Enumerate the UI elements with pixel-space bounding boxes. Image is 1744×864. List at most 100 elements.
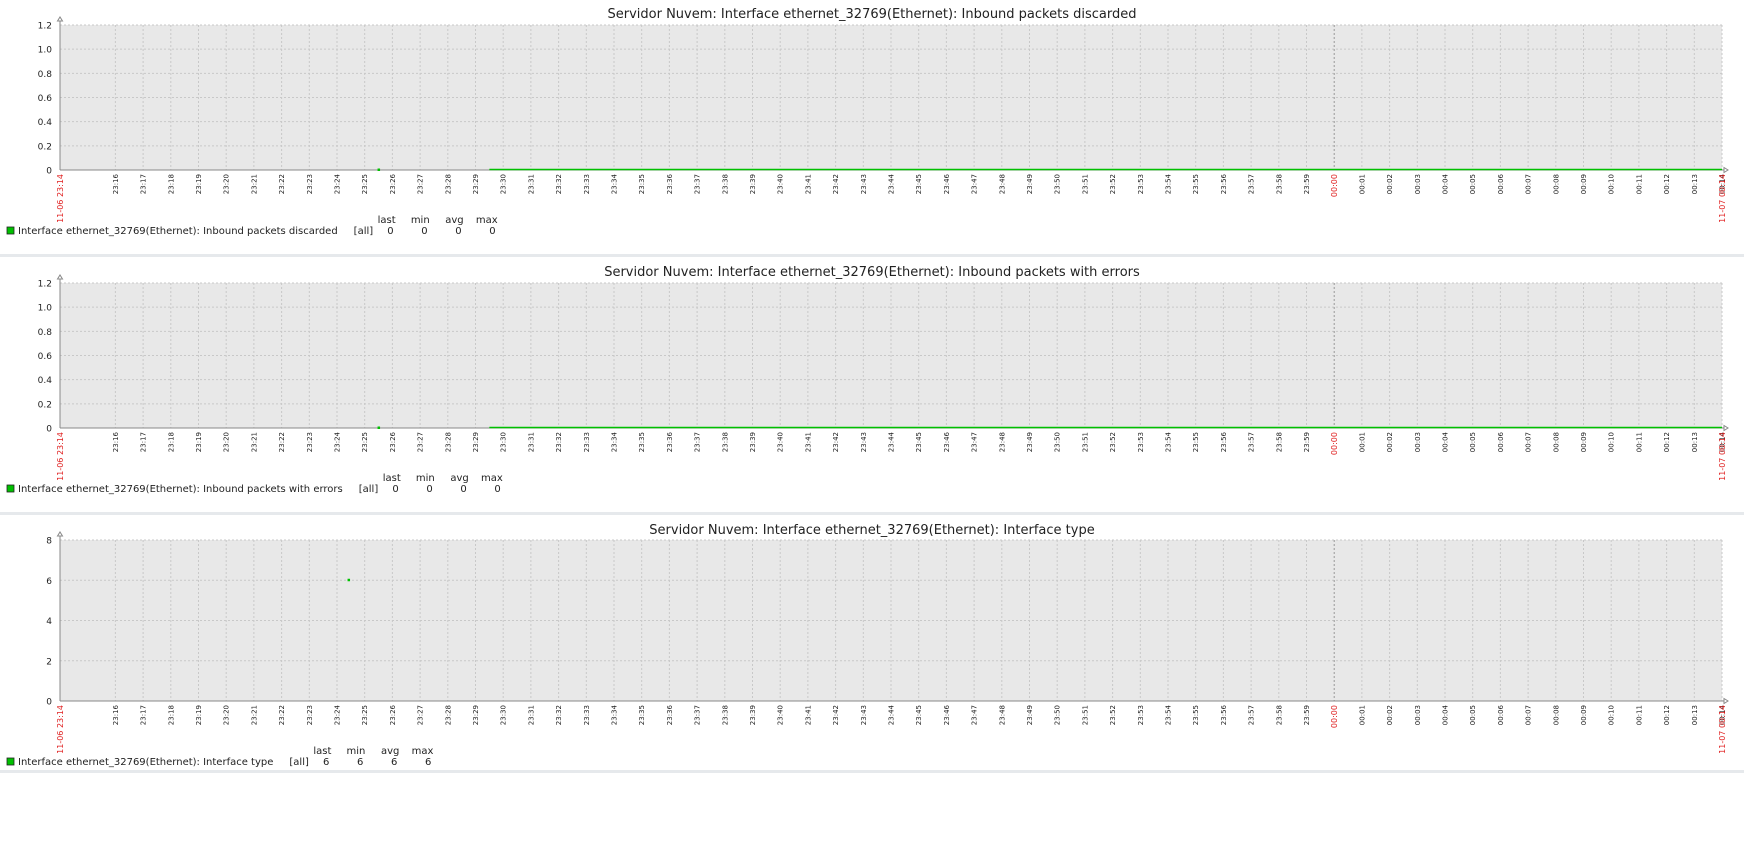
x-tick-label: 23:21 (250, 432, 258, 452)
x-tick-label: 23:16 (112, 704, 120, 725)
x-tick-label: 23:41 (804, 432, 812, 452)
x-tick-label: 23:23 (306, 174, 314, 194)
legend-series-name: Interface ethernet_32769(Ethernet): Inte… (18, 757, 273, 768)
x-start-label: 11-06 23:14 (56, 432, 65, 481)
x-tick-label: 00:02 (1386, 174, 1394, 194)
x-tick-label: 23:56 (1220, 704, 1228, 725)
x-tick-label: 00:14 (1719, 173, 1727, 194)
x-tick-label: 00:08 (1552, 174, 1560, 194)
x-tick-label: 23:34 (611, 704, 619, 725)
x-tick-label: 23:52 (1109, 432, 1117, 452)
x-tick-label: 23:57 (1248, 174, 1256, 194)
x-tick-label: 23:53 (1137, 174, 1145, 194)
x-tick-label: 23:26 (389, 431, 397, 452)
x-tick-label: 00:13 (1691, 705, 1699, 725)
x-tick-label: 23:19 (195, 432, 203, 452)
x-tick-label: 23:38 (721, 432, 729, 452)
x-midnight-label: 00:00 (1330, 174, 1339, 197)
x-tick-label: 23:20 (223, 432, 231, 452)
x-tick-label: 23:43 (860, 432, 868, 452)
x-tick-label: 00:12 (1663, 432, 1671, 452)
y-tick-label: 1.2 (38, 280, 52, 290)
x-tick-label: 23:48 (998, 705, 1006, 725)
x-tick-label: 23:33 (583, 705, 591, 725)
legend-value-avg: 0 (460, 484, 466, 495)
x-tick-label: 23:25 (361, 705, 369, 725)
x-midnight-label: 00:00 (1330, 705, 1339, 728)
x-axis-arrow-icon (1723, 424, 1729, 432)
graph-panel-3: Servidor Nuvem: Interface ethernet_32769… (0, 523, 1744, 773)
x-start-label: 11-06 23:14 (56, 705, 65, 754)
chart-title: Servidor Nuvem: Interface ethernet_32769… (608, 7, 1137, 22)
x-tick-label: 23:58 (1275, 174, 1283, 194)
x-tick-label: 23:28 (444, 174, 452, 194)
x-tick-label: 23:50 (1054, 432, 1062, 452)
x-tick-label: 00:09 (1580, 174, 1588, 194)
x-tick-label: 23:37 (694, 705, 702, 725)
x-tick-label: 23:31 (527, 705, 535, 725)
x-tick-label: 00:12 (1663, 174, 1671, 194)
x-tick-label: 00:10 (1608, 705, 1616, 725)
x-tick-label: 00:11 (1635, 174, 1643, 194)
x-tick-label: 23:44 (888, 431, 896, 452)
x-tick-label: 00:14 (1719, 431, 1727, 452)
panel-separator (0, 254, 1744, 257)
x-tick-label: 23:41 (804, 705, 812, 725)
x-tick-label: 00:09 (1580, 432, 1588, 452)
x-tick-label: 23:43 (860, 174, 868, 194)
x-tick-label: 23:38 (721, 705, 729, 725)
x-tick-label: 23:33 (583, 432, 591, 452)
x-tick-label: 23:22 (278, 174, 286, 194)
x-tick-label: 00:08 (1552, 705, 1560, 725)
x-tick-label: 23:59 (1303, 705, 1311, 725)
x-tick-label: 23:45 (915, 174, 923, 194)
x-midnight-label: 00:00 (1330, 432, 1339, 455)
x-tick-label: 23:39 (749, 432, 757, 452)
x-tick-label: 23:29 (472, 432, 480, 452)
x-tick-label: 23:57 (1248, 705, 1256, 725)
legend-header-min: min (411, 215, 430, 226)
x-tick-label: 00:01 (1358, 705, 1366, 725)
x-tick-label: 23:19 (195, 174, 203, 194)
y-tick-label: 6 (46, 577, 52, 587)
x-tick-label: 23:47 (971, 174, 979, 194)
legend-function: [all] (359, 484, 379, 495)
y-tick-label: 4 (46, 617, 52, 627)
x-axis-arrow-icon (1723, 697, 1729, 705)
x-tick-label: 23:46 (943, 704, 951, 725)
x-tick-label: 00:06 (1497, 431, 1505, 452)
x-tick-label: 23:38 (721, 174, 729, 194)
legend-value-last: 6 (323, 757, 329, 768)
x-tick-label: 23:55 (1192, 432, 1200, 452)
legend-value-avg: 6 (391, 757, 397, 768)
x-tick-label: 23:17 (140, 705, 148, 725)
legend-series-name: Interface ethernet_32769(Ethernet): Inbo… (18, 484, 343, 495)
x-tick-label: 23:49 (1026, 432, 1034, 452)
x-tick-label: 23:42 (832, 432, 840, 452)
x-tick-label: 23:18 (167, 174, 175, 194)
x-tick-label: 23:26 (389, 173, 397, 194)
legend-header-avg: avg (450, 473, 468, 484)
x-tick-label: 23:24 (334, 704, 342, 725)
x-tick-label: 23:37 (694, 432, 702, 452)
panel-separator (0, 770, 1744, 773)
x-tick-label: 00:14 (1719, 704, 1727, 725)
x-tick-label: 23:50 (1054, 705, 1062, 725)
x-tick-label: 23:19 (195, 705, 203, 725)
legend-header-max: max (476, 215, 498, 226)
legend-header-last: last (313, 746, 331, 757)
x-tick-label: 23:54 (1165, 431, 1173, 452)
x-tick-label: 23:32 (555, 174, 563, 194)
legend-header-avg: avg (381, 746, 399, 757)
panel-separator (0, 512, 1744, 515)
legend-value-last: 0 (387, 226, 393, 237)
y-tick-label: 0.2 (38, 142, 52, 152)
x-tick-label: 23:51 (1081, 432, 1089, 452)
y-tick-label: 0.6 (38, 352, 53, 362)
x-tick-label: 00:12 (1663, 705, 1671, 725)
x-tick-label: 23:40 (777, 174, 785, 194)
x-tick-label: 23:40 (777, 705, 785, 725)
x-tick-label: 00:13 (1691, 174, 1699, 194)
legend-value-max: 6 (425, 757, 431, 768)
